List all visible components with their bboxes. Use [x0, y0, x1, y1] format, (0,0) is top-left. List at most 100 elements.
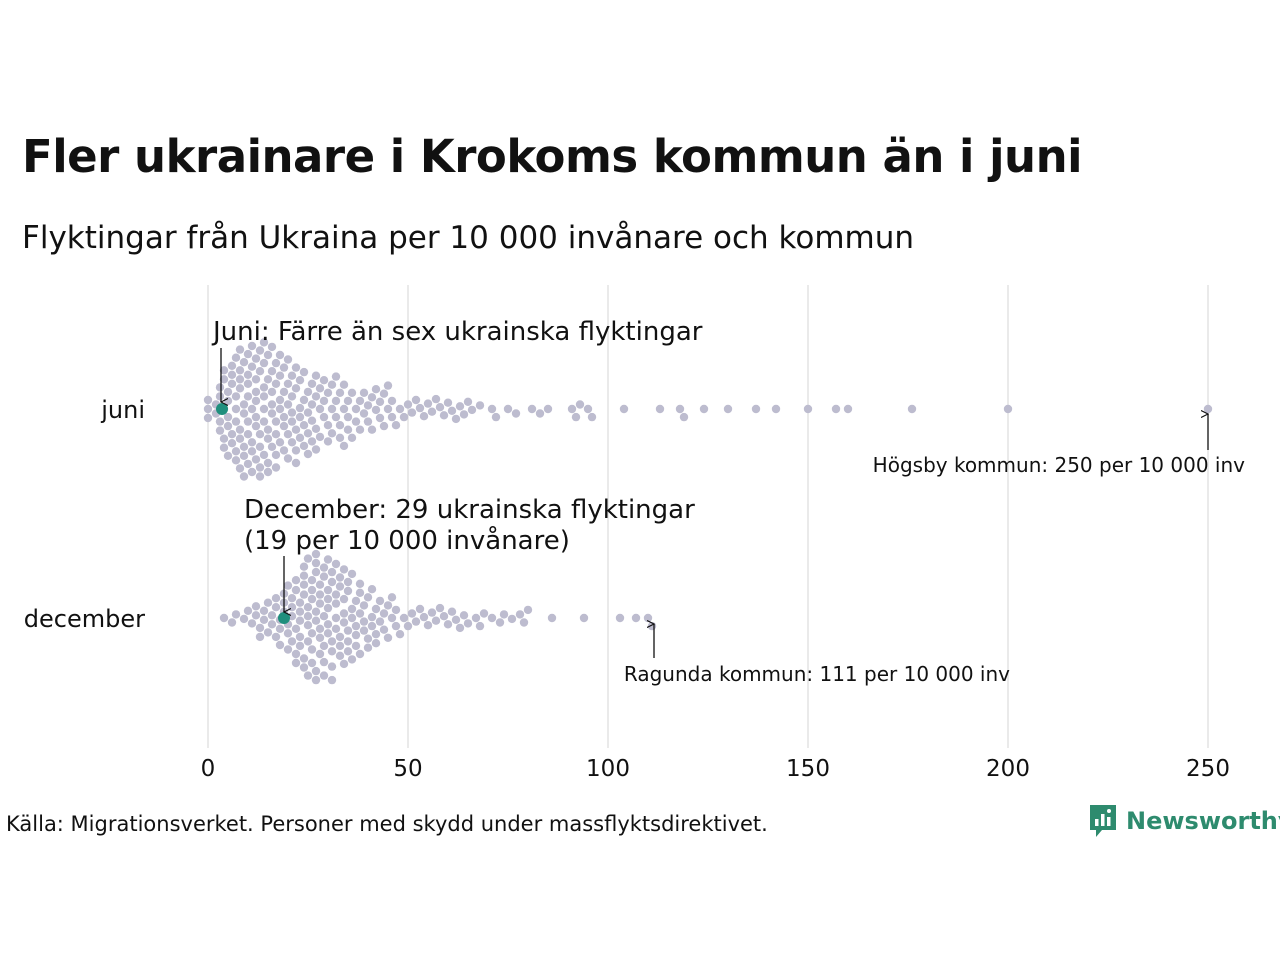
data-point	[323, 437, 333, 446]
data-point	[267, 409, 277, 418]
data-point	[227, 379, 237, 388]
data-point	[523, 605, 533, 615]
data-point	[303, 387, 313, 397]
data-point	[803, 404, 813, 414]
data-point	[367, 425, 377, 434]
data-point	[283, 430, 293, 439]
data-point	[259, 383, 269, 392]
data-point	[203, 395, 213, 405]
data-point	[279, 387, 289, 397]
data-point	[231, 392, 241, 401]
data-point	[295, 403, 305, 413]
chart-subtitle: Flyktingar från Ukraina per 10 000 invån…	[22, 220, 915, 256]
data-point	[503, 404, 513, 414]
data-point	[295, 598, 305, 607]
data-point	[327, 429, 337, 438]
data-point	[647, 621, 657, 631]
data-point	[263, 458, 273, 468]
data-point	[307, 629, 317, 638]
data-point	[331, 599, 341, 608]
data-point	[223, 412, 233, 422]
data-point	[315, 590, 325, 599]
data-point	[335, 651, 345, 660]
data-point	[319, 671, 329, 680]
data-point	[335, 641, 345, 651]
data-point	[327, 567, 337, 577]
data-point	[271, 632, 281, 642]
data-point	[447, 406, 457, 415]
data-point	[287, 594, 297, 603]
data-point	[291, 624, 301, 633]
data-point	[255, 632, 265, 642]
data-point	[487, 404, 497, 414]
data-point	[383, 404, 393, 414]
data-point	[231, 353, 241, 362]
data-point	[443, 398, 453, 407]
data-point	[299, 395, 309, 405]
data-point	[535, 409, 545, 418]
data-point	[335, 388, 345, 397]
highlight-point	[278, 612, 290, 624]
data-point	[347, 604, 357, 614]
data-point	[699, 404, 709, 414]
data-point	[395, 404, 405, 414]
data-point	[335, 573, 345, 582]
data-point	[327, 637, 337, 646]
data-point	[251, 455, 261, 464]
data-point	[251, 421, 261, 431]
data-point	[447, 607, 457, 616]
data-point	[263, 628, 273, 637]
data-point	[223, 387, 233, 397]
data-point	[479, 609, 489, 618]
data-point	[351, 404, 361, 414]
data-point	[391, 605, 401, 615]
data-point	[307, 585, 317, 595]
data-point	[251, 412, 261, 422]
data-point	[371, 604, 381, 614]
data-point	[315, 404, 325, 414]
data-point	[299, 654, 309, 663]
data-point	[263, 434, 273, 443]
data-point	[343, 637, 353, 646]
data-point	[351, 417, 361, 426]
data-point	[255, 623, 265, 633]
data-point	[291, 446, 301, 455]
data-point	[283, 379, 293, 388]
data-point	[275, 624, 285, 633]
data-point	[359, 409, 369, 418]
data-point	[295, 412, 305, 422]
data-point	[299, 663, 309, 672]
data-point	[387, 396, 397, 406]
data-point	[227, 361, 237, 370]
data-point	[487, 613, 497, 623]
data-point	[279, 421, 289, 431]
data-point	[423, 621, 433, 630]
data-point	[283, 629, 293, 638]
data-point	[831, 404, 841, 414]
data-point	[247, 467, 257, 477]
data-point	[219, 375, 229, 384]
data-point	[347, 433, 357, 442]
data-point	[311, 616, 321, 625]
data-point	[255, 367, 265, 376]
data-point	[227, 430, 237, 439]
data-point	[431, 616, 441, 625]
data-point	[287, 417, 297, 426]
data-point	[263, 467, 273, 477]
data-point	[271, 463, 281, 472]
data-point	[235, 375, 245, 384]
data-point	[235, 434, 245, 443]
data-point	[339, 594, 349, 604]
swarm-juni	[203, 338, 1213, 481]
data-point	[271, 379, 281, 388]
data-point	[359, 626, 369, 635]
data-point	[319, 657, 329, 667]
data-point	[347, 569, 357, 579]
data-point	[267, 442, 277, 451]
data-point	[267, 611, 277, 620]
data-point	[395, 630, 405, 639]
data-point	[343, 425, 353, 434]
data-point	[263, 350, 273, 360]
data-point	[239, 409, 249, 418]
annotation-december-line2: (19 per 10 000 invånare)	[244, 525, 570, 556]
